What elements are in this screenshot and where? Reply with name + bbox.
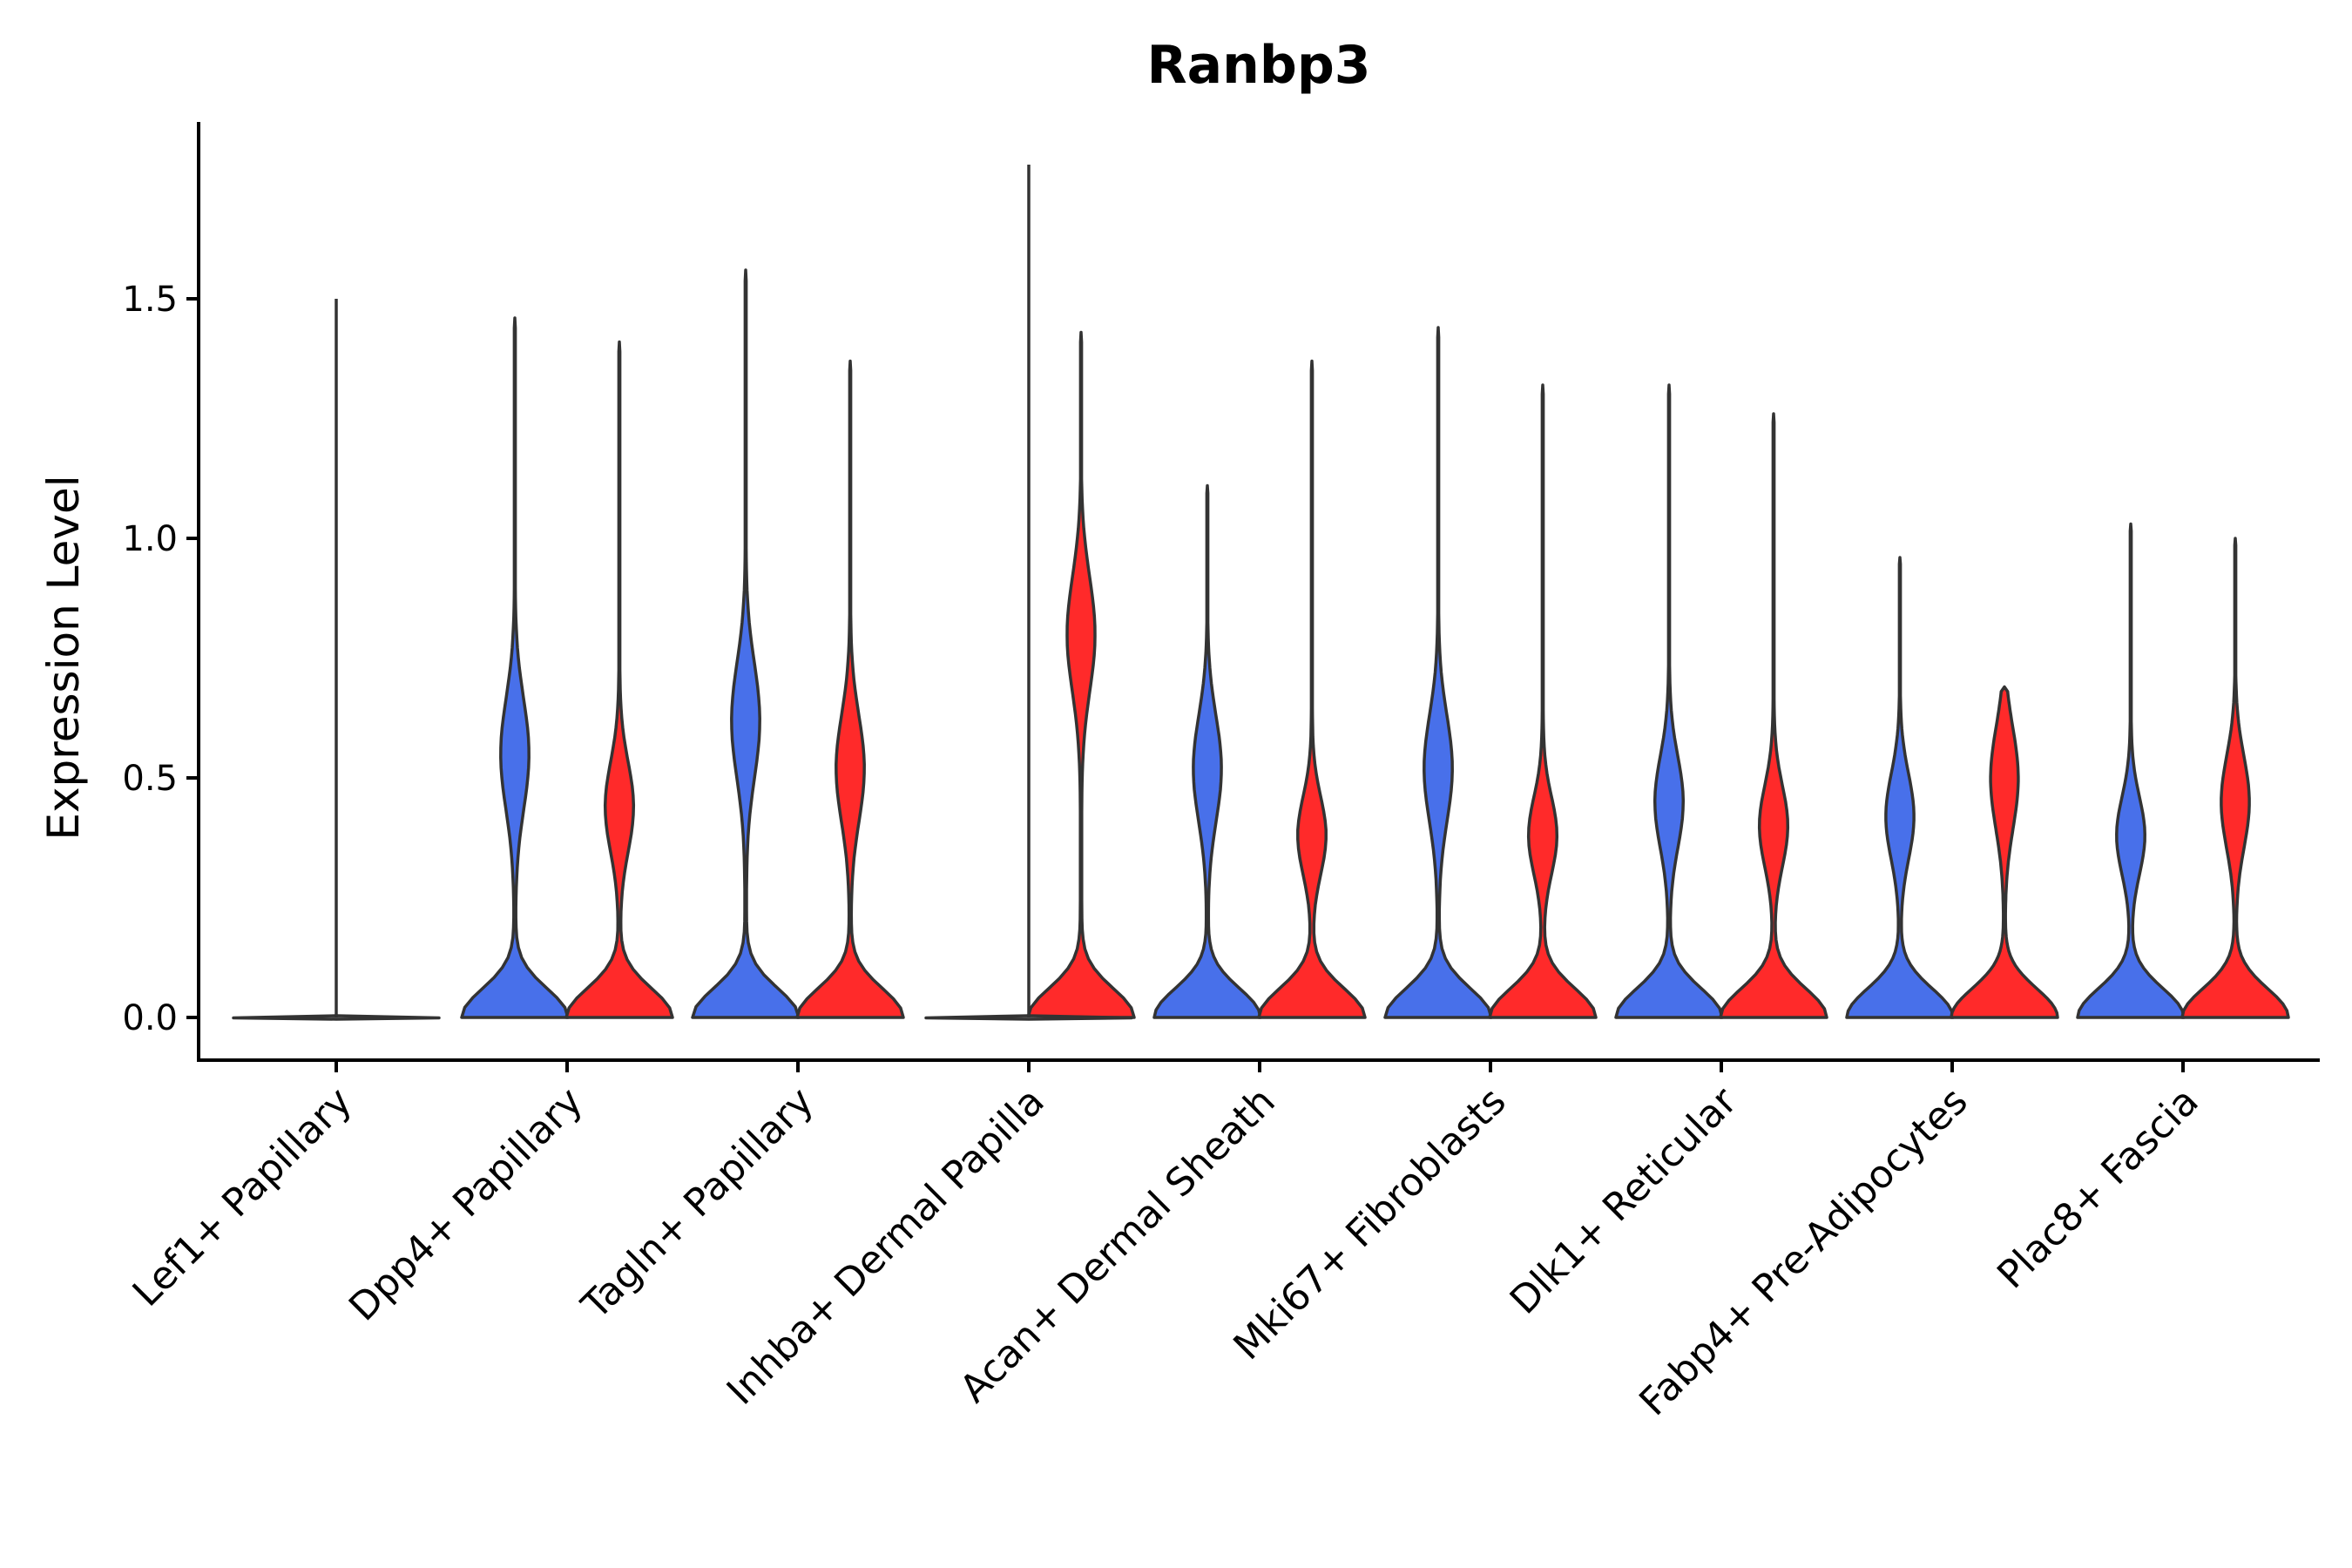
violin-group2 [1719,412,1828,1019]
y-axis-label: Expression Level [38,475,89,840]
x-tick-label: Plac8+ Fascia [1989,1079,2207,1298]
y-tick-label: 1.0 [122,519,178,559]
violin-group1 [2076,522,2186,1019]
violin-group2 [1950,685,2059,1019]
violin-group2 [2180,537,2290,1019]
y-tick-label: 0.5 [122,759,178,799]
x-tick-label: Dlk1+ Reticular [1502,1078,1747,1323]
violin-group1 [1383,326,1493,1019]
violin-group2 [1257,359,1367,1019]
y-tick-label: 1.5 [122,280,178,320]
x-tick-label: Lef1+ Papillary [125,1079,361,1315]
x-tick-label: Tagln+ Papillary [573,1079,822,1328]
violin-group2 [564,340,674,1019]
chart-title: Ranbp3 [1146,35,1370,96]
violin-layer [232,165,2290,1021]
violin-group1 [1152,483,1262,1019]
y-axis-ticks: 0.0 0.5 1.0 1.5 [122,280,199,1038]
violin-group2 [1488,383,1598,1019]
violin-group1 [1845,556,1955,1019]
violin-group2 [795,359,905,1019]
x-tick-label: Dpp4+ Papillary [341,1079,591,1330]
violin-group1 [691,268,801,1019]
violin-group1 [1614,383,1724,1019]
y-tick-label: 0.0 [122,998,178,1038]
violin-group2 [1026,330,1136,1019]
violin-group1 [460,316,570,1019]
